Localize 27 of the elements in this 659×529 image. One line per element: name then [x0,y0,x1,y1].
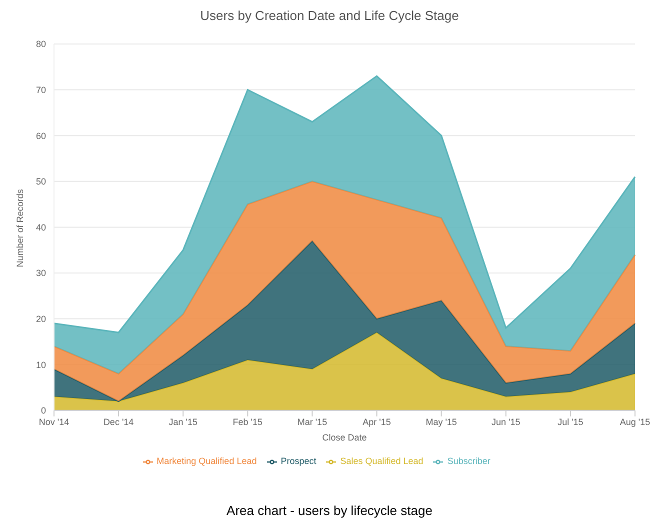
legend-label: Subscriber [447,456,490,466]
y-tick-label: 30 [36,268,46,278]
y-tick-label: 80 [36,39,46,50]
x-tick-label: May '15 [426,416,457,427]
x-tick-label: Dec '14 [103,416,134,427]
x-tick-label: Nov '14 [38,416,70,427]
x-tick-label: Aug '15 [620,416,650,427]
x-tick-label: Jan '15 [168,416,198,427]
chart-title: Users by Creation Date and Life Cycle Stage [199,8,460,25]
y-tick-label: 40 [36,222,46,232]
x-tick-label: Apr '15 [362,416,391,427]
x-tick-label: Jul '15 [558,416,584,427]
legend-label: Marketing Qualified Lead [156,456,257,466]
y-tick-label: 20 [36,314,46,324]
y-tick-label: 70 [36,84,46,95]
y-tick-label: 0 [40,406,46,416]
x-axis-title: Close Date [322,432,367,442]
y-tick-label: 10 [36,360,46,370]
y-tick-label: 60 [36,130,46,141]
y-tick-label: 50 [36,176,46,187]
y-axis-title: Number of Records [15,188,26,268]
x-tick-label: Mar '15 [297,416,328,427]
legend-label: Prospect [280,456,316,466]
legend-label: Sales Qualified Lead [340,456,424,466]
text: Area chart - users by lifecycle stage [226,503,434,518]
x-tick-label: Feb '15 [232,416,263,427]
x-tick-label: Jun '15 [492,416,520,427]
